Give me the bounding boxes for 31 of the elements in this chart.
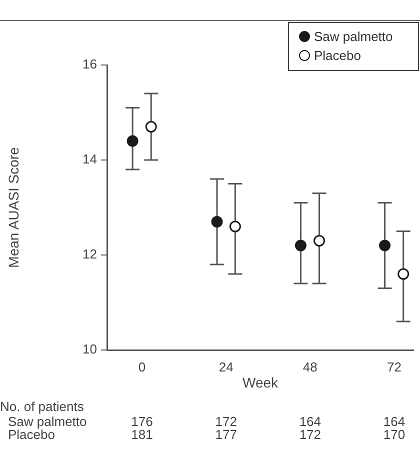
text: 181 bbox=[131, 427, 153, 442]
point bbox=[145, 121, 157, 132]
y-axis-title: Mean AUASI Score bbox=[5, 146, 22, 268]
x-tick-label: 24 bbox=[218, 359, 234, 374]
point bbox=[398, 268, 410, 280]
y-tick-label: 10 bbox=[82, 342, 97, 357]
x-tick-label: 72 bbox=[387, 359, 402, 374]
text: Placebo bbox=[8, 427, 55, 442]
point bbox=[229, 220, 241, 232]
text: Saw palmetto bbox=[8, 414, 87, 429]
y-tick-label: 12 bbox=[82, 246, 97, 262]
point bbox=[211, 216, 223, 228]
y-tick-label: 14 bbox=[82, 152, 97, 167]
legend-label: Saw palmetto bbox=[314, 29, 393, 44]
text: 164 bbox=[383, 414, 406, 429]
text: 170 bbox=[383, 427, 406, 442]
legend-label: Placebo bbox=[314, 48, 361, 63]
text: 172 bbox=[299, 427, 322, 442]
text: 164 bbox=[299, 414, 322, 429]
x-tick-label: 48 bbox=[302, 359, 318, 374]
text: 176 bbox=[131, 414, 153, 429]
x-tick-label: 0 bbox=[138, 359, 146, 374]
point bbox=[379, 240, 391, 252]
point bbox=[314, 235, 326, 246]
point bbox=[294, 240, 306, 252]
text: No. of patients bbox=[0, 399, 84, 414]
point bbox=[126, 135, 138, 147]
text: 172 bbox=[215, 414, 237, 429]
y-tick-label: 16 bbox=[82, 56, 97, 72]
text: 177 bbox=[215, 427, 237, 442]
x-axis-title: Week bbox=[242, 374, 280, 390]
